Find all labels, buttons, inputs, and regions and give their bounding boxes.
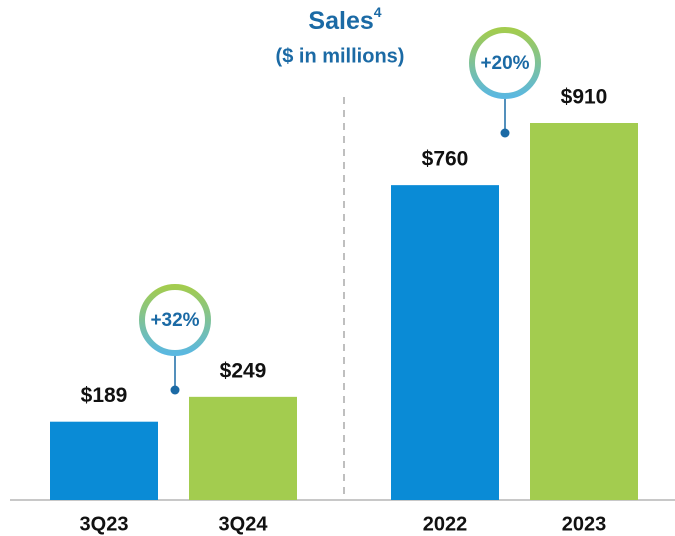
value-label: $249 <box>220 359 267 382</box>
bar <box>189 396 297 500</box>
badge-dot <box>500 128 510 138</box>
growth-badge: +32% <box>139 284 211 395</box>
badge-ring <box>139 284 211 356</box>
x-tick-label: 2023 <box>562 513 607 535</box>
value-label: $760 <box>422 148 469 171</box>
title-footnote: 4 <box>374 4 382 20</box>
bar <box>50 421 158 500</box>
value-label: $189 <box>81 384 128 407</box>
chart-title: Sales4 <box>308 4 381 35</box>
value-label: $910 <box>561 86 608 109</box>
x-tick-label: 3Q23 <box>80 513 129 535</box>
growth-badge: +20% <box>469 27 541 138</box>
bar <box>530 123 638 500</box>
title-text: Sales <box>308 7 373 35</box>
bar <box>391 185 499 500</box>
x-tick-label: 3Q24 <box>219 513 269 535</box>
chart-subtitle: ($ in millions) <box>276 45 405 67</box>
x-tick-label: 2022 <box>423 513 468 535</box>
badge-dot <box>170 385 180 395</box>
badge-ring <box>469 27 541 99</box>
annotation: +32% <box>150 310 199 331</box>
annotation: +20% <box>480 53 529 74</box>
